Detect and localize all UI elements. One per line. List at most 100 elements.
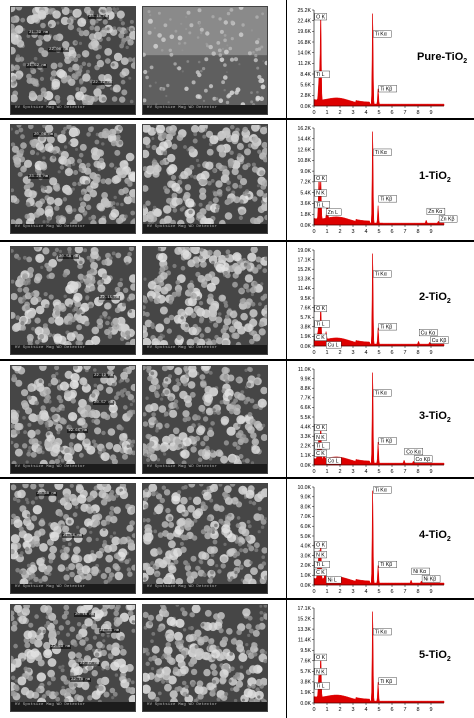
- peak-label-box: [430, 336, 449, 344]
- y-tick-label: 9.9K: [300, 376, 311, 382]
- x-tick-label: 8: [416, 110, 419, 116]
- sem-texture: [143, 7, 267, 114]
- y-tick-label: 11.4K: [298, 637, 312, 643]
- y-tick-label: 2.0K: [300, 563, 311, 569]
- row-separator: [0, 359, 474, 361]
- y-tick-label: 2.2K: [300, 444, 311, 450]
- particle-size-label: 20.06 nm: [33, 133, 55, 137]
- y-tick-label: 16.8K: [297, 40, 311, 46]
- peak-label: Ti L: [316, 322, 325, 328]
- peak-label: N K: [316, 669, 325, 675]
- sem-databar: HV Spotsize Mag WD Detector: [143, 224, 267, 233]
- peak-label: Co Kα: [406, 449, 421, 455]
- y-tick-label: 0.0K: [300, 104, 311, 110]
- peak-label: Zn Kβ: [441, 217, 455, 223]
- sem-databar: HV Spotsize Mag WD Detector: [143, 464, 267, 473]
- eds-plot: 11.0K 9.9K 8.8K 7.7K 6.6K 5.5K 4.4K 3.3K 2.2K 1.1…: [298, 367, 445, 475]
- sample-name-subscript: 2: [446, 417, 451, 425]
- peak-label: Ti Kβ: [380, 439, 392, 445]
- sem-databar: HV Spotsize Mag WD Detector: [11, 702, 135, 711]
- x-tick-label: 7: [403, 110, 406, 116]
- spectrum-series: [313, 372, 445, 466]
- y-tick-label: 19.6K: [297, 29, 311, 35]
- spectrum-series: [313, 253, 445, 347]
- y-tick-label: 11.4K: [298, 286, 312, 292]
- peak-label-box: [314, 442, 330, 450]
- sample-name: 1-TiO2: [419, 170, 451, 184]
- x-tick-label: 6: [390, 707, 393, 713]
- peak-label-box: [314, 333, 327, 341]
- x-tick-label: 3: [351, 707, 354, 713]
- peak-label-box: [421, 575, 441, 583]
- peak-label: Ti Kα: [375, 391, 387, 397]
- eds-spectrum: 17.1K 15.2K 13.3K 11.4K 9.5K 7.6K 5.7K 3.8K 1.9K…: [294, 602, 469, 714]
- y-tick-label: 13.3K: [297, 627, 311, 633]
- peak-label: Ti L: [316, 443, 325, 449]
- sample-name-text: 5-TiO: [419, 649, 447, 662]
- peak-label-box: [378, 195, 397, 203]
- particle-size-label: 21.31 nm: [99, 629, 121, 633]
- sem-databar: HV Spotsize Mag WD Detector: [143, 702, 267, 711]
- x-tick-label: 1: [325, 110, 328, 116]
- sample-name: 5-TiO2: [419, 649, 451, 663]
- peak-label: N K: [316, 191, 325, 197]
- particle-size-label: 22.63 nm: [50, 645, 72, 649]
- eds-spectrum: 16.2K 14.4K 12.6K 10.8K 9.0K 7.2K 5.4K 3.6K 1.8K…: [294, 122, 469, 236]
- sem-micrograph: HV Spotsize Mag WD Detector: [142, 483, 268, 594]
- row-separator: [0, 240, 474, 242]
- particle-size-label: 20.68 nm: [36, 492, 58, 496]
- peak-label-box: [314, 305, 327, 313]
- x-tick-label: 2: [338, 469, 341, 475]
- peak-label: Ti Kα: [375, 488, 387, 494]
- particle-size-label: 23.11 nm: [88, 15, 110, 19]
- sem-micrograph: HV Spotsize Mag WD Detector: [142, 6, 268, 115]
- peak-label: Ti L: [316, 684, 325, 690]
- y-tick-label: 9.0K: [300, 495, 311, 501]
- eds-spectrum: 10.0K 9.0K 8.0K 7.0K 6.0K 5.0K 4.0K 3.0K 2.0K 1.0…: [294, 481, 469, 596]
- peak-label-box: [373, 486, 392, 494]
- y-tick-label: 5.7K: [300, 669, 311, 675]
- x-tick-label: 4: [364, 350, 367, 356]
- peak-label-box: [413, 455, 433, 463]
- particle-size-label: 22.78 nm: [70, 678, 92, 682]
- sem-databar-text: HV Spotsize Mag WD Detector: [147, 465, 218, 469]
- sem-micrograph: HV Spotsize Mag WD Detector 23.11 nm 21.39…: [10, 6, 136, 115]
- sem-databar: HV Spotsize Mag WD Detector: [11, 105, 135, 114]
- peak-label: Zn Kα: [428, 209, 442, 215]
- x-tick-label: 5: [377, 469, 380, 475]
- sem-databar-text: HV Spotsize Mag WD Detector: [15, 703, 86, 707]
- sem-texture: [11, 125, 135, 233]
- x-tick-label: 3: [351, 350, 354, 356]
- eds-plot: 17.1K 15.2K 13.3K 11.4K 9.5K 7.6K 5.7K 3.8K 1.9K…: [297, 606, 445, 713]
- peak-label-box: [314, 682, 330, 690]
- y-tick-label: 3.0K: [300, 553, 311, 559]
- x-tick-label: 3: [351, 589, 354, 595]
- peak-label: Cu Kβ: [432, 338, 447, 344]
- y-tick-label: 3.8K: [300, 325, 311, 331]
- peak-label: Ti Kα: [375, 32, 387, 38]
- x-tick-label: 6: [390, 110, 393, 116]
- peak-label-box: [314, 568, 327, 576]
- y-tick-label: 10.0K: [297, 485, 311, 491]
- peak-label-box: [373, 148, 392, 156]
- x-tick-label: 9: [429, 707, 432, 713]
- peak-label: Co Kβ: [416, 457, 431, 463]
- x-tick-label: 9: [429, 229, 432, 235]
- peak-label: Co L: [328, 458, 339, 464]
- peak-label: Ti L: [316, 562, 325, 568]
- sample-name-text: 1-TiO: [419, 169, 447, 182]
- y-tick-label: 11.0K: [298, 367, 312, 373]
- peak-label: Ti Kβ: [380, 679, 392, 685]
- sample-name-text: Pure-TiO: [417, 51, 464, 64]
- sem-texture: [143, 125, 267, 233]
- peak-label: O K: [316, 425, 325, 431]
- y-tick-label: 5.4K: [300, 190, 311, 196]
- sem-texture: [143, 605, 267, 711]
- sem-databar-text: HV Spotsize Mag WD Detector: [15, 106, 86, 110]
- x-tick-label: 6: [390, 469, 393, 475]
- y-tick-label: 17.1K: [297, 606, 311, 612]
- y-tick-label: 5.7K: [300, 315, 311, 321]
- peak-label: O K: [316, 14, 325, 20]
- peak-label-box: [314, 174, 327, 182]
- peak-label-box: [314, 13, 327, 21]
